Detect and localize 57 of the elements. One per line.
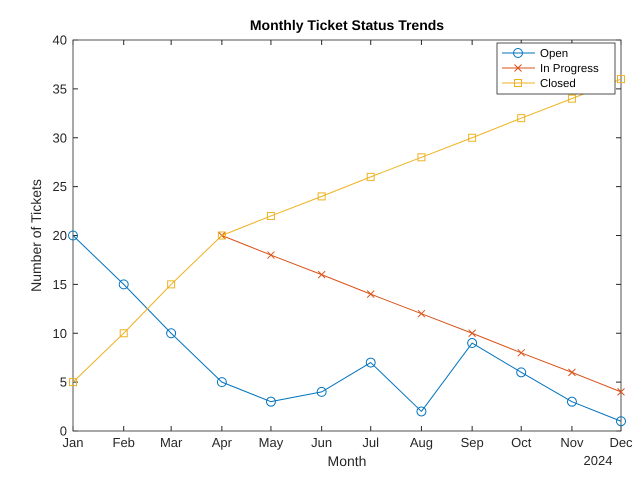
point bbox=[316, 386, 327, 397]
x-tick-label: Feb bbox=[112, 435, 135, 450]
x-tick-label: Jul bbox=[362, 435, 380, 450]
x-tick-label: May bbox=[258, 435, 284, 450]
point bbox=[366, 290, 375, 298]
point bbox=[566, 396, 577, 407]
point bbox=[266, 212, 275, 220]
point bbox=[417, 310, 426, 318]
point bbox=[118, 279, 129, 290]
point bbox=[69, 378, 77, 386]
y-tick-label: 40 bbox=[52, 32, 67, 48]
x-tick-label: Aug bbox=[410, 435, 433, 450]
y-tick-label: 20 bbox=[52, 228, 67, 244]
point bbox=[617, 388, 625, 396]
point bbox=[366, 172, 375, 181]
point bbox=[68, 230, 78, 240]
point bbox=[318, 192, 326, 200]
point bbox=[568, 94, 576, 103]
y-axis-title: Number of Tickets bbox=[28, 179, 44, 292]
y-tick-label: 30 bbox=[52, 130, 67, 146]
point bbox=[417, 153, 426, 162]
point bbox=[120, 329, 128, 338]
text: 2024 bbox=[584, 453, 612, 468]
point bbox=[616, 416, 626, 426]
y-tick-label: 25 bbox=[52, 179, 67, 194]
point bbox=[617, 75, 625, 84]
legend-label: Closed bbox=[540, 78, 576, 90]
legend-label: In Progress bbox=[540, 63, 600, 76]
point bbox=[517, 114, 526, 122]
point bbox=[266, 396, 276, 407]
chart-title: Monthly Ticket Status Trends bbox=[250, 17, 444, 33]
x-tick-label: Apr bbox=[212, 435, 233, 450]
legend-label: Open bbox=[540, 48, 568, 60]
y-tick-label: 15 bbox=[52, 276, 67, 292]
point bbox=[568, 368, 576, 376]
x-tick-label: Sep bbox=[460, 435, 484, 450]
y-tick-label: 10 bbox=[52, 326, 67, 341]
x-tick-label: Dec bbox=[609, 435, 634, 450]
point bbox=[416, 406, 426, 416]
x-tick-label: Jun bbox=[311, 435, 332, 450]
x-tick-label: Nov bbox=[560, 435, 584, 450]
y-tick-label: 5 bbox=[60, 374, 67, 390]
point bbox=[516, 367, 526, 378]
point bbox=[517, 348, 526, 357]
x-tick-label: Mar bbox=[160, 435, 184, 450]
y-tick-label: 35 bbox=[52, 81, 67, 96]
point bbox=[467, 338, 478, 348]
point bbox=[216, 377, 227, 388]
point bbox=[167, 280, 176, 288]
point bbox=[366, 358, 376, 368]
point bbox=[318, 270, 326, 279]
point bbox=[266, 251, 275, 260]
point bbox=[166, 328, 176, 338]
point bbox=[468, 329, 476, 338]
point bbox=[468, 134, 476, 142]
x-tick-label: Oct bbox=[511, 435, 532, 450]
x-axis-title: Month bbox=[328, 453, 366, 469]
